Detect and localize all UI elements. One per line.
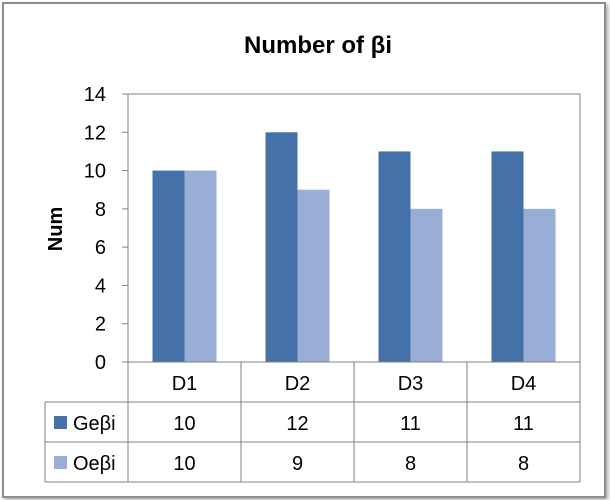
bar-Geβi-D3 (378, 151, 411, 362)
data-label: 11 (400, 413, 421, 435)
category-label: D2 (285, 373, 311, 395)
y-tick-label: 0 (95, 352, 106, 374)
y-tick-label: 2 (95, 314, 106, 336)
legend-swatch-Geβi (54, 416, 67, 429)
category-label: D4 (511, 373, 537, 395)
y-axis-label: Num (45, 207, 67, 251)
bar-Geβi-D4 (491, 151, 524, 362)
category-label: D3 (398, 373, 424, 395)
bar-Oeβi-D2 (297, 189, 330, 362)
y-axis-ticks: 0 2 4 6 8 10 12 14 (84, 84, 128, 374)
data-label: 12 (286, 413, 308, 435)
data-label: 9 (292, 453, 303, 475)
y-tick-label: 14 (84, 84, 106, 106)
y-tick-label: 12 (84, 122, 106, 144)
bar-Geβi-D1 (152, 170, 185, 362)
y-tick-label: 6 (95, 237, 106, 259)
bar-Geβi-D2 (265, 132, 298, 362)
data-label: 8 (518, 453, 529, 475)
y-tick-label: 10 (84, 161, 106, 183)
category-label: D1 (172, 373, 198, 395)
data-label: 10 (173, 453, 195, 475)
y-tick-label: 4 (95, 275, 106, 297)
data-label: 11 (513, 413, 534, 435)
bar-Oeβi-D1 (184, 170, 217, 362)
chart-title: Number of βi (244, 32, 392, 59)
data-table: D1 D2 D3 D4 Geβi 10 12 11 11 Oeβi 10 9 8 8 (44, 361, 581, 483)
y-tick-label: 8 (95, 199, 106, 221)
bars (127, 93, 581, 363)
legend-label: Geβi (73, 413, 116, 435)
bar-Oeβi-D4 (523, 208, 556, 362)
data-label: 8 (405, 453, 416, 475)
data-label: 10 (173, 413, 195, 435)
legend-swatch-Oeβi (54, 456, 67, 469)
bar-Oeβi-D3 (410, 208, 443, 362)
legend-label: Oeβi (73, 453, 116, 475)
